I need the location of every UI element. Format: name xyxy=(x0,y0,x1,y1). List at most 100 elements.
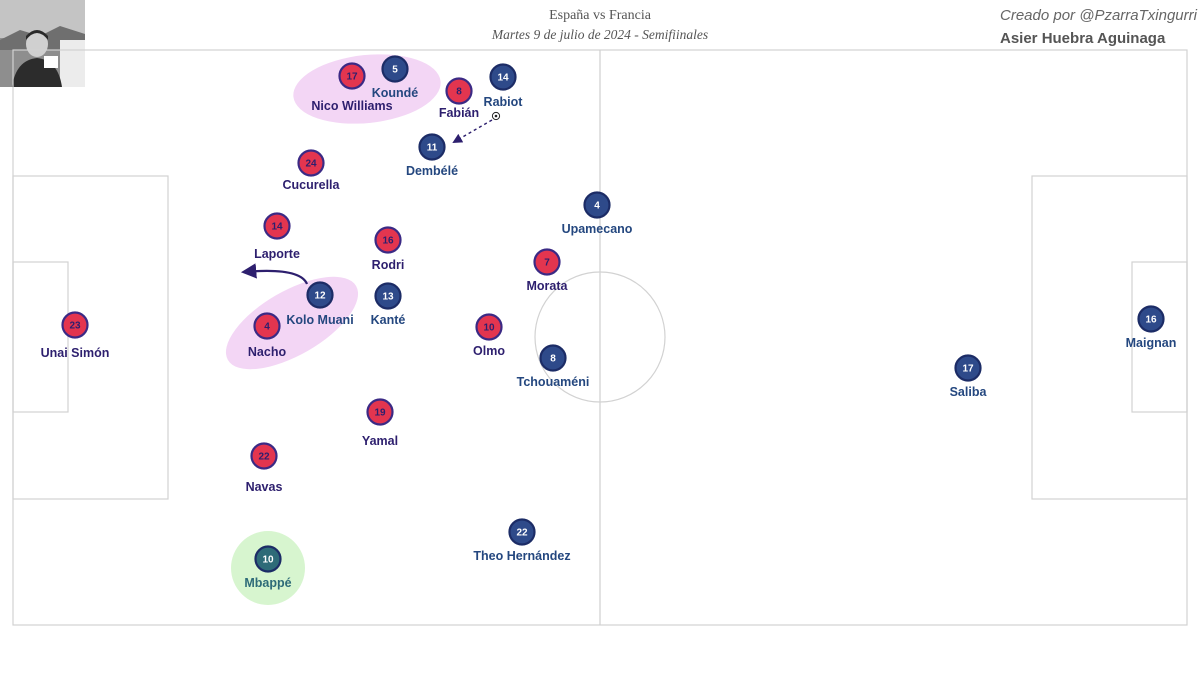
player-marker: 16 Rodri xyxy=(372,226,404,272)
player-token xyxy=(381,55,409,83)
player-token xyxy=(445,77,473,105)
player-token xyxy=(250,442,278,470)
player-marker: 10 Olmo xyxy=(473,313,505,358)
player-token xyxy=(253,312,281,340)
player-token xyxy=(418,133,446,161)
player-name: Tchouaméni xyxy=(517,375,590,389)
player-number: 8 xyxy=(550,354,556,365)
player-number: 12 xyxy=(314,291,326,302)
player-name: Nico Williams xyxy=(311,99,392,113)
player-number: 22 xyxy=(516,528,528,539)
player-name: Navas xyxy=(246,480,283,494)
player-marker: 11 Dembélé xyxy=(406,133,458,178)
player-number: 19 xyxy=(374,408,386,419)
player-number: 16 xyxy=(382,236,394,247)
player-name: Rabiot xyxy=(484,95,524,109)
player-name: Olmo xyxy=(473,344,505,358)
player-name: Saliba xyxy=(950,385,988,399)
player-number: 23 xyxy=(69,321,81,332)
player-number: 11 xyxy=(427,143,438,154)
player-name: Morata xyxy=(527,279,569,293)
player-number: 24 xyxy=(305,159,317,170)
credit-line: Creado por @PzarraTxingurri xyxy=(1000,7,1198,24)
player-name: Theo Hernández xyxy=(473,549,570,563)
player-number: 14 xyxy=(271,222,283,233)
player-marker: 4 Upamecano xyxy=(562,191,633,236)
player-name: Unai Simón xyxy=(41,346,110,360)
player-name: Laporte xyxy=(254,247,300,261)
player-number: 17 xyxy=(346,72,358,83)
player-number: 10 xyxy=(262,555,274,566)
player-marker: 16 Maignan xyxy=(1126,305,1177,350)
player-number: 16 xyxy=(1145,315,1157,326)
player-name: Kolo Muani xyxy=(286,313,353,327)
player-token xyxy=(533,248,561,276)
player-token xyxy=(489,63,517,91)
avatar xyxy=(0,0,85,87)
player-marker: 8 Fabián xyxy=(439,77,479,120)
player-number: 7 xyxy=(544,258,550,269)
pass-arrow xyxy=(452,119,493,143)
player-name: Dembélé xyxy=(406,164,458,178)
player-name: Koundé xyxy=(372,86,419,100)
player-marker: 14 Laporte xyxy=(254,212,300,261)
player-name: Fabián xyxy=(439,106,479,120)
player-token xyxy=(297,149,325,177)
player-marker: 4 Nacho xyxy=(248,312,287,359)
player-number: 17 xyxy=(962,364,974,375)
player-marker: 24 Cucurella xyxy=(283,149,341,192)
player-token xyxy=(263,212,291,240)
player-name: Kanté xyxy=(371,313,406,327)
player-number: 4 xyxy=(264,322,270,333)
player-token xyxy=(583,191,611,219)
right-goal-box xyxy=(1131,261,1188,413)
player-token xyxy=(1137,305,1165,333)
player-marker: 14 Rabiot xyxy=(484,63,524,109)
player-token xyxy=(254,545,282,573)
player-marker: 10 Mbappé xyxy=(244,545,292,590)
player-marker: 7 Morata xyxy=(527,248,569,293)
player-marker: 19 Yamal xyxy=(362,398,398,448)
center-circle xyxy=(534,271,666,403)
ball-icon xyxy=(491,111,501,121)
player-marker: 22 Navas xyxy=(246,442,283,494)
player-number: 4 xyxy=(594,201,600,212)
player-marker: 17 Nico Williams xyxy=(311,62,393,113)
player-token xyxy=(374,226,402,254)
left-goal-box xyxy=(12,261,69,413)
player-number: 8 xyxy=(456,87,462,98)
player-marker: 8 Tchouaméni xyxy=(517,344,590,389)
player-token xyxy=(374,282,402,310)
player-number: 13 xyxy=(382,292,394,303)
player-token xyxy=(306,281,334,309)
player-token xyxy=(508,518,536,546)
player-name: Maignan xyxy=(1126,336,1177,350)
player-name: Cucurella xyxy=(283,178,341,192)
player-marker: 5 Koundé xyxy=(372,55,419,100)
player-name: Nacho xyxy=(248,345,287,359)
player-number: 14 xyxy=(497,73,509,84)
player-number: 5 xyxy=(392,65,398,76)
match-subtitle: Martes 9 de julio de 2024 - Semifiinales xyxy=(491,27,708,42)
player-name: Yamal xyxy=(362,434,398,448)
player-name: Mbappé xyxy=(244,576,291,590)
player-marker: 22 Theo Hernández xyxy=(473,518,571,563)
player-token xyxy=(954,354,982,382)
players-layer: 17 Nico Williams 5 Koundé 8 Fabián 14 Rabiot 11 D… xyxy=(41,55,1177,590)
player-token xyxy=(475,313,503,341)
player-name: Upamecano xyxy=(562,222,633,236)
player-number: 22 xyxy=(258,452,270,463)
match-title: España vs Francia xyxy=(549,8,652,23)
player-token xyxy=(539,344,567,372)
player-token xyxy=(338,62,366,90)
author-name: Asier Huebra Aguinaga xyxy=(1000,30,1166,47)
player-token xyxy=(366,398,394,426)
left-penalty-box xyxy=(12,175,169,500)
movement-arrow xyxy=(240,263,309,285)
highlight-zone-nico-kounde xyxy=(293,54,441,124)
player-number: 10 xyxy=(483,323,495,334)
player-marker: 23 Unai Simón xyxy=(41,311,110,360)
player-marker: 17 Saliba xyxy=(950,354,988,399)
player-marker: 12 Kolo Muani xyxy=(286,281,354,327)
